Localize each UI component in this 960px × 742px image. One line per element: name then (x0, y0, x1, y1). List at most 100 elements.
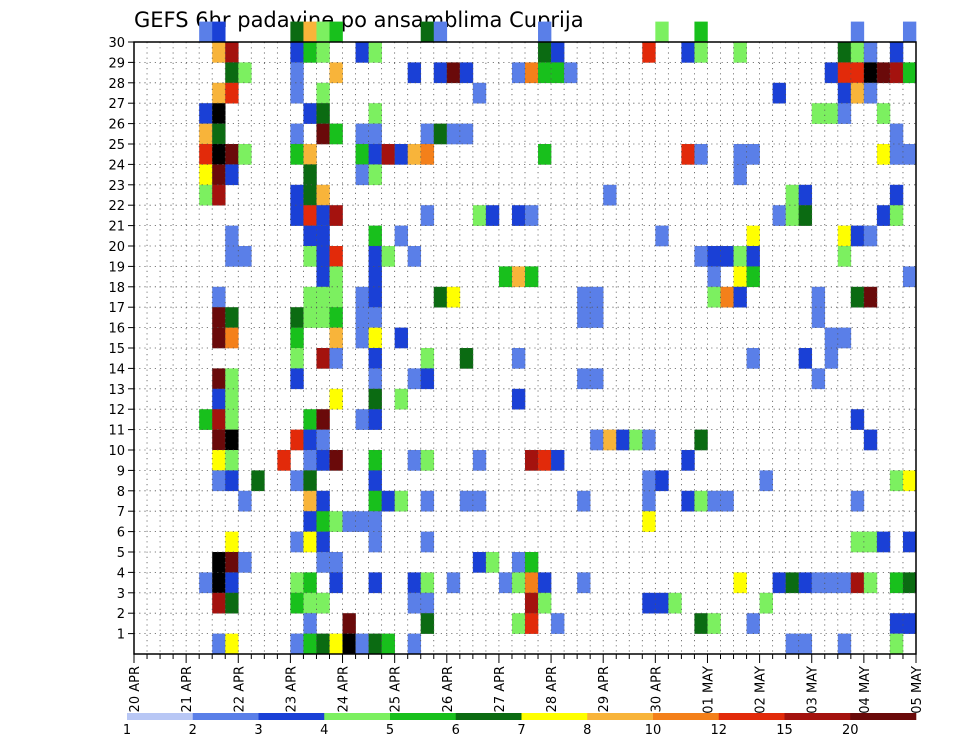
heatmap-cell (303, 21, 317, 43)
heatmap-cell (668, 592, 682, 614)
heatmap-cell (420, 205, 435, 226)
colorbar-label: 4 (320, 723, 328, 738)
y-tick-label: 20 (108, 240, 125, 255)
colorbar-label: 8 (583, 723, 591, 738)
heatmap-cell (798, 205, 813, 226)
y-tick-label: 18 (108, 281, 125, 296)
heatmap-cell (642, 511, 656, 532)
heatmap-cell (772, 205, 786, 226)
y-tick-label: 27 (108, 97, 125, 112)
x-tick-label: 30 APR (649, 666, 664, 712)
heatmap-cell (368, 470, 382, 492)
heatmap-cell (889, 42, 904, 63)
heatmap-cell (511, 348, 526, 369)
heatmap-cell (303, 429, 317, 451)
heatmap-cell (199, 103, 213, 124)
heatmap-cell (212, 470, 226, 492)
heatmap-cell (199, 123, 213, 145)
heatmap-cell (368, 246, 382, 267)
colorbar-label: 1 (123, 723, 131, 738)
heatmap-cell (368, 123, 382, 145)
heatmap-cell (720, 286, 734, 308)
colorbar-swatch (324, 713, 391, 720)
heatmap-cell (329, 307, 343, 328)
heatmap-cell (303, 205, 317, 226)
heatmap-cell (329, 572, 343, 594)
heatmap-cell (603, 184, 617, 206)
heatmap-cell (837, 327, 852, 349)
heatmap-cell (394, 225, 408, 247)
heatmap-cell (863, 42, 878, 63)
heatmap-cell (590, 307, 604, 328)
heatmap-cell (316, 307, 330, 328)
heatmap-cell (316, 42, 330, 63)
heatmap-cell (303, 246, 317, 267)
heatmap-cell (329, 246, 343, 267)
heatmap-cell (811, 307, 826, 328)
heatmap-cell (850, 21, 865, 43)
heatmap-cell (850, 225, 865, 247)
heatmap-cell (511, 572, 526, 594)
heatmap-cell (863, 531, 878, 553)
heatmap-cell (355, 307, 369, 328)
heatmap-cell (733, 144, 747, 165)
heatmap-cell (681, 42, 695, 63)
y-tick-label: 16 (108, 322, 125, 337)
heatmap-cell (642, 470, 656, 492)
heatmap-cell (199, 409, 213, 430)
heatmap-cell (772, 82, 786, 104)
heatmap-cell (368, 286, 382, 308)
colorbar-swatch (455, 713, 522, 720)
y-tick-label: 29 (108, 56, 125, 71)
heatmap-cell (472, 205, 487, 226)
x-tick-label: 28 APR (545, 666, 560, 712)
heatmap-cell (212, 429, 226, 451)
heatmap-cell (837, 246, 852, 267)
heatmap-cell (525, 62, 539, 84)
x-tick-label: 25 APR (389, 666, 404, 712)
heatmap-cell (290, 184, 304, 206)
heatmap-cell (420, 613, 435, 634)
y-tick-label: 26 (108, 118, 125, 133)
colorbar-swatch (587, 713, 654, 720)
y-tick-label: 7 (117, 505, 125, 520)
heatmap-cell (485, 552, 500, 573)
heatmap-cell (212, 286, 226, 308)
heatmap-cell (863, 225, 878, 247)
heatmap-cell (303, 531, 317, 553)
colorbar-label: 10 (645, 723, 662, 738)
heatmap-cell (238, 144, 252, 165)
heatmap-cell (707, 286, 721, 308)
heatmap-cell (355, 164, 369, 186)
heatmap-cell (772, 572, 786, 594)
heatmap-cell (212, 82, 226, 104)
y-tick-label: 22 (108, 199, 125, 214)
heatmap-cell (381, 490, 395, 512)
heatmap-cell (824, 327, 839, 349)
heatmap-cell (212, 123, 226, 145)
heatmap-cell (446, 572, 461, 594)
x-tick-label: 27 APR (493, 666, 508, 712)
heatmap-cell (850, 286, 865, 308)
heatmap-cell (303, 511, 317, 532)
heatmap-cell (225, 531, 239, 553)
heatmap-cell (564, 62, 578, 84)
heatmap-cell (707, 266, 721, 288)
heatmap-cell (629, 429, 643, 451)
heatmap-cell (316, 225, 330, 247)
y-tick-label: 8 (117, 485, 125, 500)
heatmap-cell (212, 307, 226, 328)
heatmap-cell (837, 62, 852, 84)
y-tick-label: 30 (108, 36, 125, 51)
heatmap-cell (277, 450, 291, 471)
heatmap-cell (290, 572, 304, 594)
heatmap-cell (746, 348, 760, 369)
heatmap-cell (420, 531, 435, 553)
heatmap-cell (407, 572, 422, 594)
heatmap-cell (329, 21, 343, 43)
x-tick-label: 04 MAY (858, 666, 873, 714)
colorbar-swatch (521, 713, 588, 720)
heatmap-cell (733, 266, 747, 288)
heatmap-cell (238, 490, 252, 512)
heatmap-cell (407, 633, 422, 655)
